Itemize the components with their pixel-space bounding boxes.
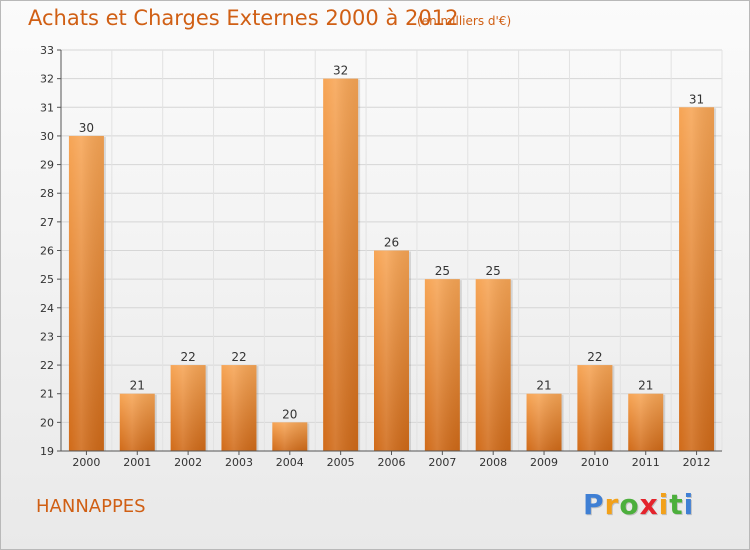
x-tick-label: 2006: [378, 456, 406, 469]
x-tick-label: 2005: [327, 456, 355, 469]
bar-highlight: [272, 422, 308, 451]
x-tick-label: 2008: [479, 456, 507, 469]
y-tick-label: 33: [40, 44, 54, 57]
labels: 19 20 21 22 23 24 25 26 27 28 29 30 31 32 33 30 2000 21 20…: [40, 44, 711, 469]
bar-highlight: [424, 279, 460, 451]
data-label: 32: [333, 64, 348, 78]
bars: [68, 78, 717, 452]
y-tick-label: 28: [40, 187, 54, 200]
y-tick-label: 21: [40, 388, 54, 401]
chart-title: Achats et Charges Externes 2000 à 2012: [28, 6, 459, 30]
x-tick-label: 2003: [225, 456, 253, 469]
data-label: 21: [130, 379, 145, 393]
bar-highlight: [323, 78, 359, 452]
y-tick-label: 20: [40, 416, 54, 429]
data-label: 22: [180, 350, 195, 364]
y-tick-label: 25: [40, 273, 54, 286]
y-tick-label: 31: [40, 101, 54, 114]
y-tick-label: 19: [40, 445, 54, 458]
data-label: 25: [435, 264, 450, 278]
x-tick-label: 2007: [428, 456, 456, 469]
proxiti-logo: Proxiti: [583, 488, 695, 521]
data-label: 21: [536, 379, 551, 393]
axes: [57, 49, 722, 455]
data-label: 26: [384, 236, 399, 250]
bar-highlight: [628, 393, 664, 451]
data-label: 21: [638, 379, 653, 393]
y-tick-label: 26: [40, 245, 54, 258]
data-label: 20: [282, 407, 297, 421]
chart-subtitle: (en milliers d'€): [417, 14, 512, 28]
bar-highlight: [170, 365, 206, 451]
bar-highlight: [119, 393, 155, 451]
data-label: 31: [689, 92, 704, 106]
bar-highlight: [679, 107, 715, 452]
x-tick-label: 2001: [123, 456, 151, 469]
bar-highlight: [526, 393, 562, 451]
y-tick-label: 32: [40, 73, 54, 86]
y-tick-label: 27: [40, 216, 54, 229]
data-label: 22: [587, 350, 602, 364]
y-tick-label: 23: [40, 330, 54, 343]
y-tick-label: 30: [40, 130, 54, 143]
bar-highlight: [577, 365, 613, 451]
x-tick-label: 2009: [530, 456, 558, 469]
x-tick-label: 2011: [632, 456, 660, 469]
bar-highlight: [221, 365, 257, 451]
data-label: 30: [79, 121, 94, 135]
y-tick-label: 22: [40, 359, 54, 372]
x-tick-label: 2010: [581, 456, 609, 469]
x-tick-label: 2002: [174, 456, 202, 469]
bar-highlight: [475, 279, 511, 451]
data-label: 25: [486, 264, 501, 278]
x-tick-label: 2012: [683, 456, 711, 469]
y-tick-label: 29: [40, 159, 54, 172]
y-tick-label: 24: [40, 302, 54, 315]
commune-name: HANNAPPES: [36, 496, 146, 517]
data-label: 22: [231, 350, 246, 364]
x-tick-label: 2004: [276, 456, 304, 469]
bar-highlight: [68, 135, 104, 451]
x-tick-label: 2000: [72, 456, 100, 469]
bar-highlight: [374, 250, 409, 451]
